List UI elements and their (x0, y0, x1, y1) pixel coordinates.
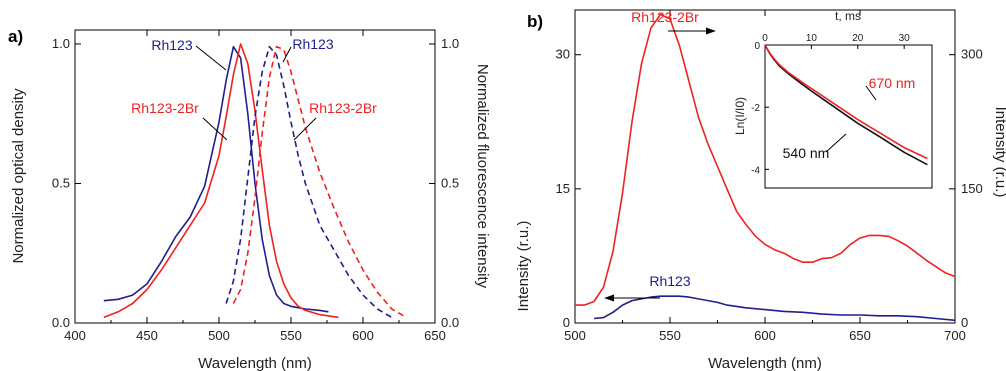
panel-b-y2label: Intensity (r.u.) (992, 107, 1006, 198)
panel-a-series (103, 43, 407, 319)
panel-b-label: b) (527, 12, 543, 31)
panel-a-y2label: Normalized fluorescence intensity (474, 64, 491, 289)
inset-ytick-label: -4 (751, 165, 760, 176)
annotation-b-rh123: Rh123 (649, 273, 690, 289)
annotation-rh123-2br-abs: Rh123-2Br (131, 100, 199, 116)
panel-a: a) 400 450 500 550 600 6500.00.51.00.00.51.0 … (8, 27, 491, 371)
series-fluorescence-rh123-2br (232, 45, 407, 319)
panel-a-y2tick-label: 0.5 (441, 175, 459, 190)
panel-b-ytick-label: 0 (563, 315, 570, 330)
panel-a-xtick-label: 600 (352, 328, 374, 343)
panel-a-xtick-label: 400 (64, 328, 86, 343)
panel-a-xtick-label: 500 (208, 328, 230, 343)
panel-b-y2tick-label: 0 (961, 315, 968, 330)
inset-ylabel: Ln(I/I0) (733, 97, 747, 135)
panel-a-y2tick-label: 1.0 (441, 36, 459, 51)
panel-b-xlabel: Wavelength (nm) (708, 355, 822, 371)
panel-b-ytick-label: 15 (556, 181, 570, 196)
panel-a-xlabel: Wavelength (nm) (198, 355, 312, 371)
annotation-pointer-rh123-2br-fluo (293, 117, 317, 141)
series-absorption-rh123 (103, 45, 329, 313)
inset-xtick-label: 30 (899, 33, 911, 44)
series-absorption-rh123-2br (103, 43, 339, 319)
panel-a-xtick-label: 650 (424, 328, 446, 343)
inset-label-670nm: 670 nm (869, 75, 916, 91)
series-emission-rh123-2br (575, 13, 956, 306)
inset-series (764, 44, 928, 166)
arrow-to-right-axis (668, 27, 716, 35)
panel-b-y2tick-label: 150 (961, 181, 983, 196)
panel-a-xtick-label: 450 (136, 328, 158, 343)
inset-xlabel: t, ms (835, 9, 861, 23)
inset-label-540nm: 540 nm (783, 145, 830, 161)
inset-plot-frame (764, 44, 933, 189)
annotation-pointer-rh123-2br-abs (202, 117, 228, 141)
panel-a-ytick-label: 0.5 (52, 175, 70, 190)
panel-b-xtick-label: 500 (564, 328, 586, 343)
panel-b-xtick-label: 700 (944, 328, 966, 343)
inset-pointer-540nm (825, 133, 847, 153)
panel-a-ytick-label: 1.0 (52, 36, 70, 51)
panel-b-series (575, 13, 956, 322)
panel-b-xtick-label: 600 (754, 328, 776, 343)
panel-a-xtick-label: 550 (280, 328, 302, 343)
inset-xtick-label: 10 (806, 33, 818, 44)
inset-ytick-label: -2 (751, 103, 760, 114)
panel-a-y2tick-label: 0.0 (441, 315, 459, 330)
panel-b-xtick-label: 650 (849, 328, 871, 343)
annotation-rh123-fluo: Rh123 (292, 36, 333, 52)
panel-b-ylabel: Intensity (r.u.) (515, 221, 532, 312)
inset-series-670-nm (764, 44, 928, 160)
inset-chart: 0 10 20 30 0 -2 -4 t, ms Ln(I/I0) 670 nm 540 n… (733, 9, 933, 189)
panel-a-ytick-label: 0.0 (52, 315, 70, 330)
panel-b-xtick-label: 550 (659, 328, 681, 343)
panel-b-y2tick-label: 300 (961, 47, 983, 62)
annotation-pointer-rh123-abs (195, 45, 227, 71)
panel-a-label: a) (8, 27, 23, 46)
series-emission-rh123 (593, 295, 956, 322)
inset-xtick-label: 20 (852, 33, 864, 44)
arrow-to-left-axis (604, 294, 660, 302)
annotation-b-rh123-2br: Rh123-2Br (631, 9, 699, 25)
inset-ytick-label: 0 (754, 41, 760, 52)
panel-b-ytick-label: 30 (556, 47, 570, 62)
annotation-rh123-abs: Rh123 (151, 37, 192, 53)
inset-xtick-label: 0 (762, 33, 768, 44)
inset-pointer-670nm (865, 85, 877, 101)
annotation-rh123-2br-fluo: Rh123-2Br (309, 100, 377, 116)
panel-a-ylabel: Normalized optical density (10, 88, 27, 264)
annotation-pointer-rh123-fluo (282, 46, 292, 63)
series-fluorescence-rh123 (225, 45, 393, 319)
